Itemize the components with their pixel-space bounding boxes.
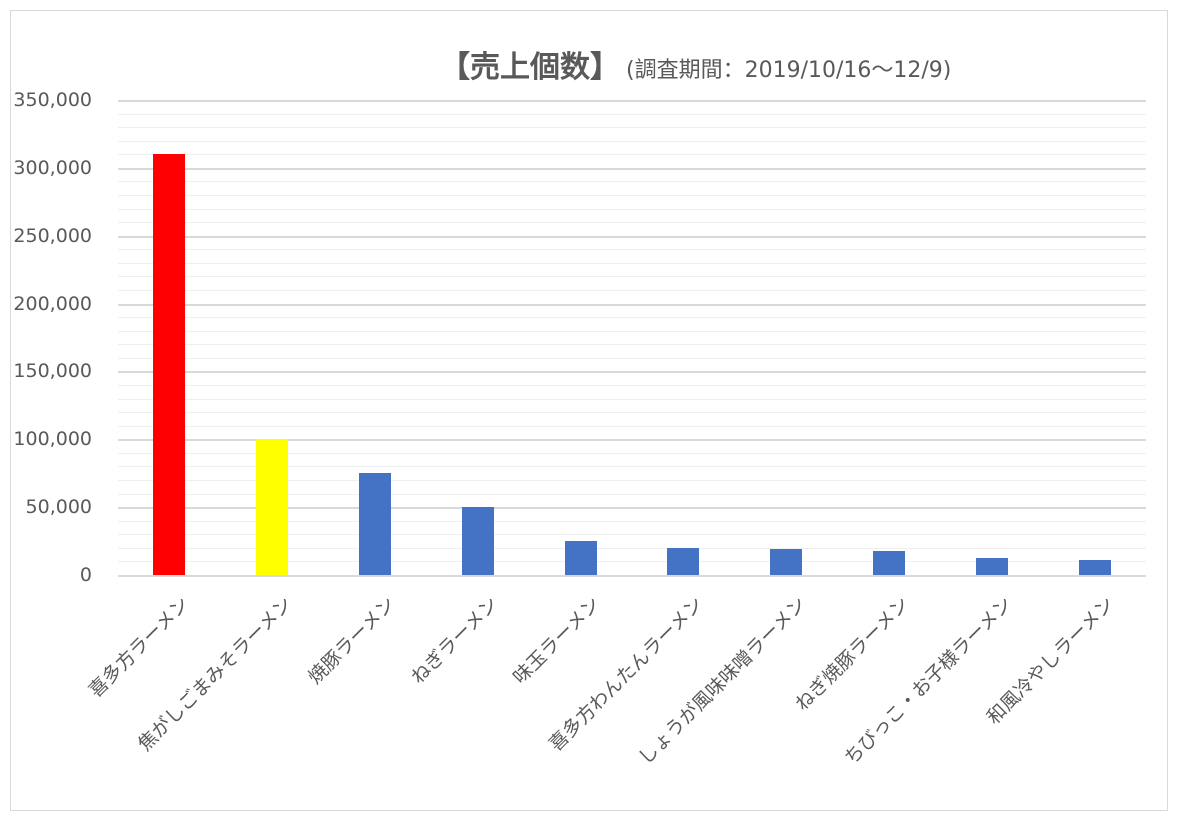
bar (564, 541, 597, 575)
gridline-minor (118, 357, 1146, 359)
gridline-minor (118, 466, 1146, 468)
gridline-major (118, 100, 1146, 102)
bar (873, 550, 905, 575)
bar (256, 439, 289, 575)
gridline-minor (118, 317, 1146, 319)
gridline-minor (118, 222, 1146, 224)
gridline-minor (118, 520, 1146, 522)
gridline-minor (118, 290, 1146, 291)
gridline-minor (118, 208, 1146, 210)
bar (359, 473, 391, 575)
gridline-minor (118, 195, 1146, 196)
gridline-major (118, 235, 1146, 238)
y-tick-label: 350,000 (13, 89, 92, 111)
gridline-minor (118, 276, 1146, 278)
y-tick-label: 100,000 (13, 428, 92, 451)
plot-area (118, 100, 1146, 577)
gridline-major (118, 439, 1146, 442)
y-tick-label: 0 (79, 564, 92, 586)
gridline-minor (118, 113, 1146, 115)
gridline-minor (118, 140, 1146, 142)
gridline-minor (118, 412, 1146, 414)
y-tick-label: 250,000 (13, 224, 92, 247)
y-tick-label: 50,000 (25, 496, 92, 519)
gridline-minor (118, 127, 1146, 129)
gridline-minor (118, 480, 1146, 481)
gridline-major (118, 371, 1146, 374)
chart-frame (10, 10, 1168, 811)
gridline-minor (118, 493, 1146, 495)
gridline-major (118, 507, 1146, 510)
gridline-minor (118, 534, 1146, 536)
gridline-minor (118, 330, 1146, 332)
bar (667, 547, 700, 575)
gridline-minor (118, 262, 1146, 264)
bar (975, 558, 1008, 575)
gridline-minor (118, 452, 1146, 454)
y-tick-label: 200,000 (13, 292, 92, 315)
gridline-minor (118, 425, 1146, 427)
gridline-minor (118, 344, 1146, 346)
y-tick-label: 150,000 (13, 360, 92, 383)
bar (1078, 560, 1111, 575)
gridline-major (118, 575, 1146, 577)
y-tick-label: 300,000 (13, 156, 92, 179)
bar (153, 154, 186, 575)
gridline-minor (118, 398, 1146, 400)
gridline-major (118, 303, 1146, 306)
gridline-major (118, 167, 1146, 170)
chart-title-period: (調査期間：2019/10/16〜12/9) (626, 58, 952, 83)
gridline-minor (118, 547, 1146, 549)
chart-title-main: 【売上個数】 (440, 50, 620, 85)
bar (461, 507, 494, 575)
chart-title: 【売上個数】 (調査期間：2019/10/16〜12/9) (440, 42, 951, 86)
gridline-minor (118, 561, 1146, 563)
bar (770, 549, 803, 575)
gridline-minor (118, 181, 1146, 183)
gridline-minor (118, 385, 1146, 386)
gridline-minor (118, 154, 1146, 156)
gridline-minor (118, 249, 1146, 251)
